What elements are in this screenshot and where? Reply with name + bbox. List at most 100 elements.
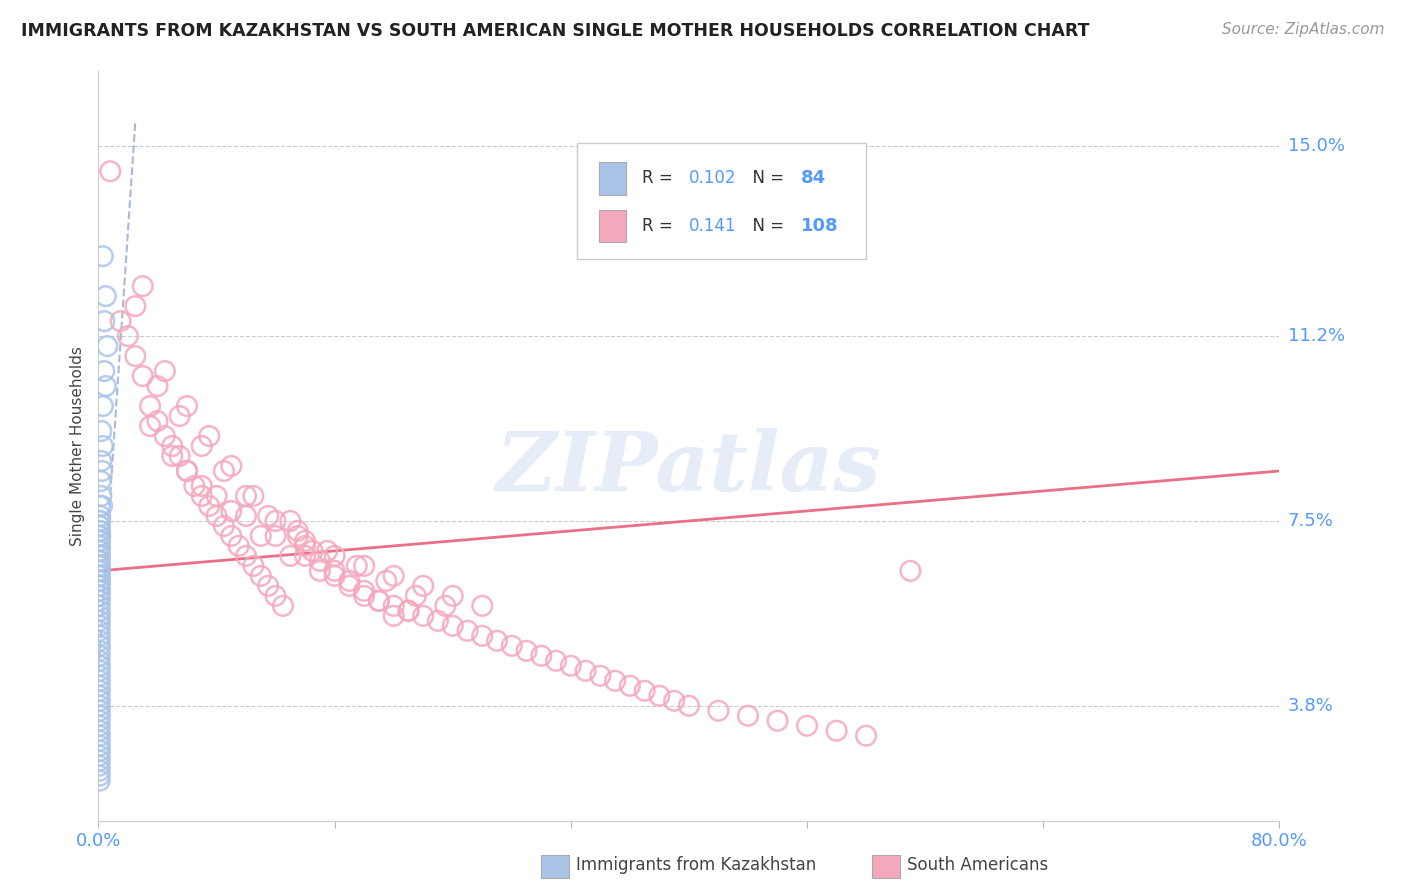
Point [368, 594, 391, 608]
Point [89, 683, 111, 698]
Point [89, 729, 111, 743]
Point [89, 544, 111, 558]
Text: 7.5%: 7.5% [1288, 512, 1334, 530]
Y-axis label: Single Mother Households: Single Mother Households [69, 346, 84, 546]
Point [339, 579, 361, 593]
Point [89, 629, 111, 643]
Point [89, 549, 111, 563]
Point [89, 514, 111, 528]
Point [110, 314, 132, 328]
Point [235, 508, 257, 523]
Point [89, 579, 111, 593]
Point [153, 364, 176, 378]
Point [94, 289, 117, 303]
Point [89, 639, 111, 653]
Point [221, 529, 243, 543]
Point [346, 558, 368, 573]
Point [89, 644, 111, 658]
Point [516, 644, 538, 658]
Point [707, 704, 730, 718]
Text: Immigrants from Kazakhstan: Immigrants from Kazakhstan [576, 856, 817, 874]
Point [257, 508, 280, 523]
Point [353, 558, 375, 573]
Point [339, 574, 361, 588]
Point [89, 579, 111, 593]
Point [89, 714, 111, 728]
Point [89, 544, 111, 558]
Point [89, 679, 111, 693]
Point [139, 399, 162, 413]
Point [89, 599, 111, 613]
Point [162, 449, 183, 463]
Point [89, 633, 111, 648]
Point [205, 489, 228, 503]
Point [89, 719, 111, 733]
Point [89, 658, 111, 673]
Text: R =: R = [641, 217, 678, 235]
Text: ZIPatlas: ZIPatlas [496, 428, 882, 508]
Point [382, 599, 405, 613]
Point [89, 533, 111, 548]
Text: 15.0%: 15.0% [1288, 137, 1344, 155]
Point [89, 673, 111, 688]
Point [323, 549, 346, 563]
Point [90, 454, 112, 468]
Point [309, 564, 332, 578]
Point [176, 399, 198, 413]
Point [89, 614, 111, 628]
Point [89, 648, 111, 663]
Point [89, 508, 111, 523]
Point [471, 629, 494, 643]
Point [89, 529, 111, 543]
Point [89, 748, 111, 763]
Point [96, 339, 118, 353]
Point [405, 589, 427, 603]
Point [89, 574, 111, 588]
Point [89, 529, 111, 543]
Text: N =: N = [742, 169, 789, 187]
Point [287, 529, 309, 543]
Point [191, 479, 214, 493]
Point [398, 604, 420, 618]
Point [89, 689, 111, 703]
Point [221, 504, 243, 518]
Point [257, 579, 280, 593]
Point [89, 594, 111, 608]
Point [471, 599, 494, 613]
Point [89, 664, 111, 678]
Text: 84: 84 [801, 169, 827, 187]
Point [91, 249, 114, 263]
Point [89, 669, 111, 683]
Text: 3.8%: 3.8% [1288, 697, 1333, 714]
Point [139, 419, 162, 434]
Point [235, 549, 257, 563]
Point [117, 329, 139, 343]
Point [855, 729, 877, 743]
Point [264, 589, 287, 603]
Point [176, 464, 198, 478]
Point [98, 164, 121, 178]
Point [368, 594, 391, 608]
Point [605, 673, 627, 688]
Point [664, 694, 686, 708]
Point [546, 654, 568, 668]
FancyBboxPatch shape [599, 162, 626, 194]
Point [89, 554, 111, 568]
FancyBboxPatch shape [599, 210, 626, 242]
Point [169, 409, 191, 423]
Point [301, 544, 323, 558]
Point [89, 744, 111, 758]
Point [648, 689, 671, 703]
Point [89, 708, 111, 723]
Point [169, 449, 191, 463]
Point [176, 464, 198, 478]
Point [89, 694, 111, 708]
Point [242, 558, 264, 573]
Point [89, 558, 111, 573]
Point [205, 508, 228, 523]
Point [441, 619, 464, 633]
Point [457, 624, 479, 638]
Point [294, 539, 316, 553]
Point [90, 424, 112, 438]
Point [678, 698, 700, 713]
